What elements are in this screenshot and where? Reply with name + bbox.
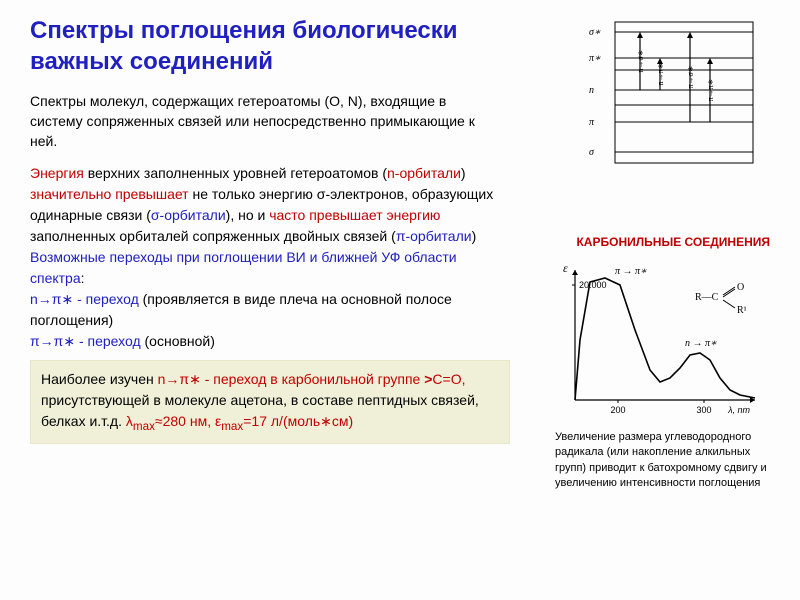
t: ) xyxy=(472,228,477,244)
svg-text:π: π xyxy=(589,117,595,128)
t: часто превышает энергию xyxy=(269,207,440,223)
svg-text:ε: ε xyxy=(563,261,568,275)
paragraph-transitions-heading: Возможные переходы при поглощении ВИ и б… xyxy=(30,247,500,289)
svg-text:R¹: R¹ xyxy=(737,305,747,316)
t: заполненных орбиталей сопряженных двойны… xyxy=(30,228,396,244)
paragraph-pi-pi: π→π∗ - переход (основной) xyxy=(30,331,500,352)
spectrum-chart: 20.000200300ελ, nmπ → π∗n → π∗R—COR¹ xyxy=(555,260,765,420)
svg-text:σ∗: σ∗ xyxy=(589,27,601,38)
t: ) xyxy=(461,165,466,181)
t: ), но и xyxy=(226,207,270,223)
t: С=О, xyxy=(432,371,465,387)
svg-text:200: 200 xyxy=(610,405,625,415)
t: =17 л/(моль∗см) xyxy=(243,413,353,429)
t: ≈280 нм, ε xyxy=(155,413,221,429)
paragraph-n-pi: n→π∗ - переход (проявляется в виде плеча… xyxy=(30,289,500,331)
t: max xyxy=(133,420,155,433)
t: π-орбитали xyxy=(396,228,472,244)
t: n→π∗ - переход xyxy=(30,291,139,307)
t: (основной) xyxy=(141,333,215,349)
svg-text:σ: σ xyxy=(589,147,595,158)
highlight-box: Наиболее изучен n→π∗ - переход в карбони… xyxy=(30,360,510,444)
svg-text:λ, nm: λ, nm xyxy=(727,405,750,415)
page-title: Спектры поглощения биологически важных с… xyxy=(30,15,480,77)
svg-text:π→σ∗: π→σ∗ xyxy=(686,65,695,88)
t: Энергия xyxy=(30,165,84,181)
svg-text:π→π∗: π→π∗ xyxy=(706,79,715,102)
t: верхних заполненных уровней гетероатомов… xyxy=(84,165,387,181)
spectrum-caption: Увеличение размера углеводородного радик… xyxy=(555,430,775,492)
svg-text:π∗: π∗ xyxy=(589,53,601,64)
svg-text:n → π∗: n → π∗ xyxy=(685,338,717,349)
svg-text:n→σ∗: n→σ∗ xyxy=(636,49,645,72)
t: max xyxy=(221,420,243,433)
t: π→π∗ - переход xyxy=(30,333,141,349)
t: λ xyxy=(126,413,133,429)
svg-text:n: n xyxy=(589,85,594,96)
t: n-орбитали xyxy=(387,165,461,181)
t: значительно превышает xyxy=(30,186,189,202)
svg-text:R—C: R—C xyxy=(695,292,719,303)
svg-text:300: 300 xyxy=(696,405,711,415)
paragraph-energy: Энергия верхних заполненных уровней гете… xyxy=(30,163,500,247)
t: σ-орбитали xyxy=(151,207,226,223)
svg-text:π → π∗: π → π∗ xyxy=(615,266,647,277)
intro-text: Спектры молекул, содержащих гетероатомы … xyxy=(30,92,490,151)
t: Наиболее изучен xyxy=(41,371,158,387)
t: Возможные переходы при поглощении ВИ и б… xyxy=(30,249,457,286)
t: : xyxy=(81,270,85,286)
svg-text:O: O xyxy=(737,282,744,293)
t: n→π∗ - переход в карбонильной группе xyxy=(158,371,425,387)
carbonyl-label: КАРБОНИЛЬНЫЕ СОЕДИНЕНИЯ xyxy=(576,235,770,249)
energy-level-diagram: σ∗ π∗ n π σ n→σ∗ n→π∗ π→σ∗ π→π∗ xyxy=(585,20,755,165)
svg-text:n→π∗: n→π∗ xyxy=(656,63,665,86)
